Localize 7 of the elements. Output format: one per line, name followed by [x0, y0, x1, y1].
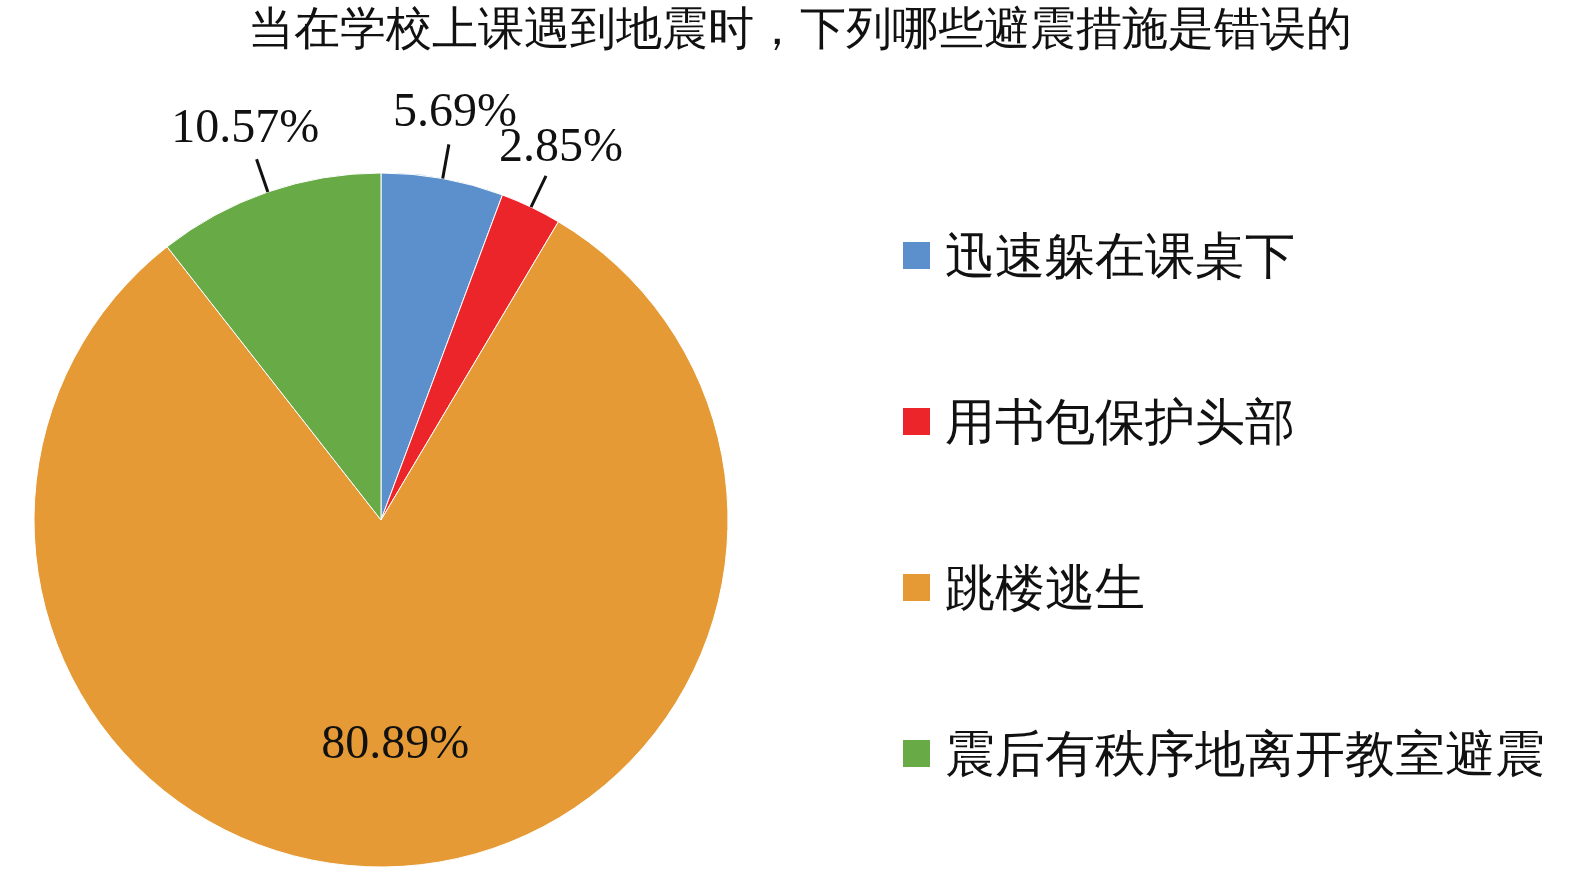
chart-title: 当在学校上课遇到地震时，下列哪些避震措施是错误的 — [248, 3, 1352, 54]
data-label: 80.89% — [321, 714, 470, 768]
legend-label: 迅速躲在课桌下 — [945, 228, 1295, 284]
legend-label: 跳楼逃生 — [945, 560, 1145, 616]
legend-label: 用书包保护头部 — [945, 394, 1295, 450]
data-label: 10.57% — [171, 99, 320, 153]
legend-label: 震后有秩序地离开教室避震 — [945, 726, 1545, 782]
